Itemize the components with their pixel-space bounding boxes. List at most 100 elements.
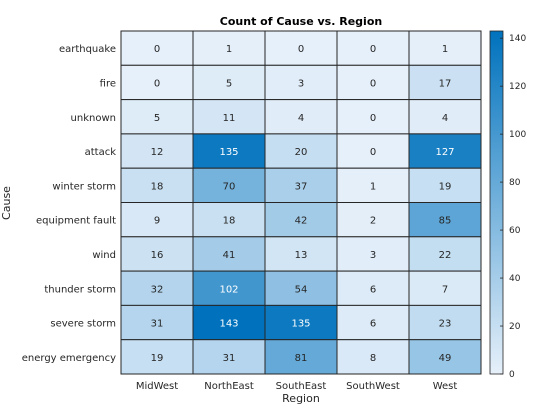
cell-value-label: 8: [370, 353, 376, 364]
heatmap-cell: [120, 167, 194, 203]
cell-value-label: 2: [370, 216, 376, 227]
cell-value-label: 0: [154, 44, 160, 55]
cell-value-label: 0: [370, 113, 376, 124]
colorbar-tick-label: 40: [509, 274, 521, 284]
x-tick-label: SouthWest: [346, 381, 400, 392]
heatmap-cell: [336, 339, 410, 375]
heatmap-cell: [264, 339, 338, 375]
cell-value-label: 4: [298, 113, 304, 124]
cell-value-label: 1: [226, 44, 232, 55]
y-tick-label: earthquake: [59, 44, 116, 55]
cell-value-label: 49: [439, 353, 452, 364]
cell-value-label: 18: [151, 181, 164, 192]
cell-value-label: 7: [442, 284, 448, 295]
cell-value-label: 135: [291, 319, 310, 330]
y-tick-label: fire: [100, 78, 116, 89]
cell-value-label: 31: [223, 353, 236, 364]
heatmap-cell: [408, 339, 482, 375]
cell-value-label: 3: [370, 250, 376, 261]
cell-value-label: 16: [151, 250, 164, 261]
cell-value-label: 18: [223, 216, 236, 227]
heatmap-cell: [264, 64, 338, 101]
y-tick-label: thunder storm: [44, 284, 116, 295]
heatmap-cell: [192, 133, 266, 169]
heatmap-cell: [120, 30, 194, 66]
heatmap-cell: [264, 304, 338, 341]
cell-value-label: 81: [295, 353, 308, 364]
heatmap-cell: [192, 304, 266, 341]
heatmap-cell: [192, 270, 266, 306]
cell-value-label: 127: [435, 147, 454, 158]
x-tick-label: NorthEast: [204, 381, 254, 392]
heatmap-cell: [408, 133, 482, 169]
cell-value-label: 37: [295, 181, 308, 192]
heatmap-cell: [192, 167, 266, 203]
cell-value-label: 102: [219, 284, 238, 295]
y-tick-label: equipment fault: [36, 216, 116, 227]
colorbar-gradient: [489, 30, 504, 375]
cell-value-label: 135: [219, 147, 238, 158]
heatmap-cell: [120, 133, 194, 169]
cell-value-label: 42: [295, 216, 308, 227]
heatmap-cell: [120, 64, 194, 101]
colorbar-tick-label: 0: [509, 370, 515, 380]
chart-title: Count of Cause vs. Region: [220, 15, 382, 28]
x-tick-label: MidWest: [136, 381, 178, 392]
heatmap-cell: [120, 270, 194, 306]
y-axis-title: Cause: [0, 186, 13, 220]
cell-value-label: 85: [439, 216, 452, 227]
cell-value-label: 0: [370, 147, 376, 158]
cell-value-label: 31: [151, 319, 164, 330]
y-tick-label: unknown: [71, 113, 116, 124]
cell-value-label: 13: [295, 250, 308, 261]
cell-value-label: 0: [370, 44, 376, 55]
y-tick-labels: earthquake fire unknown attack winter storm e…: [22, 44, 116, 364]
heatmap-cell: [408, 202, 482, 238]
heatmap-cell: [336, 270, 410, 306]
heatmap-cell: [192, 339, 266, 375]
cell-value-label: 6: [370, 319, 376, 330]
cell-value-label: 5: [154, 113, 160, 124]
heatmap-cell: [336, 99, 410, 135]
cell-value-label: 3: [298, 78, 304, 89]
cell-value-label: 4: [442, 113, 448, 124]
cell-value-label: 6: [370, 284, 376, 295]
colorbar-tick-label: 120: [509, 82, 526, 92]
cell-value-label: 0: [298, 44, 304, 55]
x-tick-label: West: [433, 381, 458, 392]
cell-value-label: 41: [223, 250, 236, 261]
heatmap-cell: [120, 339, 194, 375]
colorbar-tick-label: 140: [509, 34, 526, 44]
heatmap-cell: [336, 202, 410, 238]
colorbar-tick-label: 100: [509, 130, 526, 140]
y-tick-label: severe storm: [50, 319, 116, 330]
cell-value-label: 1: [442, 44, 448, 55]
heatmap-cell: [192, 202, 266, 238]
heatmap-cell: [264, 167, 338, 203]
cell-value-label: 32: [151, 284, 164, 295]
cell-value-label: 0: [154, 78, 160, 89]
cell-value-label: 12: [151, 147, 164, 158]
cell-value-label: 143: [219, 319, 238, 330]
y-tick-label: winter storm: [52, 181, 116, 192]
cell-value-label: 20: [295, 147, 308, 158]
cell-value-label: 1: [370, 181, 376, 192]
cell-value-label: 19: [151, 353, 164, 364]
colorbar-tick-label: 20: [509, 322, 521, 332]
x-axis-title: Region: [282, 392, 320, 405]
cell-value-label: 17: [439, 78, 452, 89]
heatmap-cell: [192, 99, 266, 135]
y-tick-label: attack: [85, 147, 117, 158]
heatmap-cell: [120, 236, 194, 272]
y-tick-label: energy emergency: [22, 353, 116, 364]
heatmap-cell: [408, 270, 482, 306]
cell-value-label: 11: [223, 113, 236, 124]
heatmap-cell: [336, 133, 410, 169]
heatmap-cell: [264, 133, 338, 169]
cell-value-label: 5: [226, 78, 232, 89]
heatmap-cell: [408, 64, 482, 101]
x-tick-labels: MidWest NorthEast SouthEast SouthWest West: [136, 381, 458, 392]
cell-value-label: 0: [370, 78, 376, 89]
